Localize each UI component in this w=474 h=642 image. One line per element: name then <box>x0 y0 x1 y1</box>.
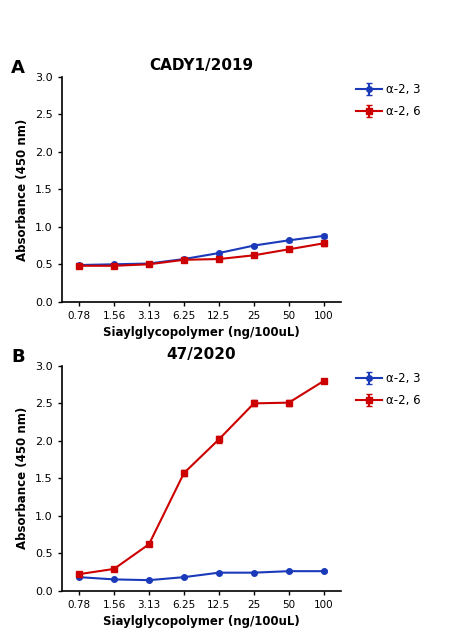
Title: 47/2020: 47/2020 <box>167 347 236 362</box>
Legend: α-2, 3, α-2, 6: α-2, 3, α-2, 6 <box>356 83 421 118</box>
Legend: α-2, 3, α-2, 6: α-2, 3, α-2, 6 <box>356 372 421 407</box>
Y-axis label: Absorbance (450 nm): Absorbance (450 nm) <box>16 407 29 550</box>
X-axis label: Siaylglycopolymer (ng/100uL): Siaylglycopolymer (ng/100uL) <box>103 615 300 629</box>
X-axis label: Siaylglycopolymer (ng/100uL): Siaylglycopolymer (ng/100uL) <box>103 326 300 340</box>
Y-axis label: Absorbance (450 nm): Absorbance (450 nm) <box>16 118 29 261</box>
Text: B: B <box>11 348 25 366</box>
Title: CADY1/2019: CADY1/2019 <box>149 58 254 73</box>
Text: A: A <box>11 59 25 77</box>
